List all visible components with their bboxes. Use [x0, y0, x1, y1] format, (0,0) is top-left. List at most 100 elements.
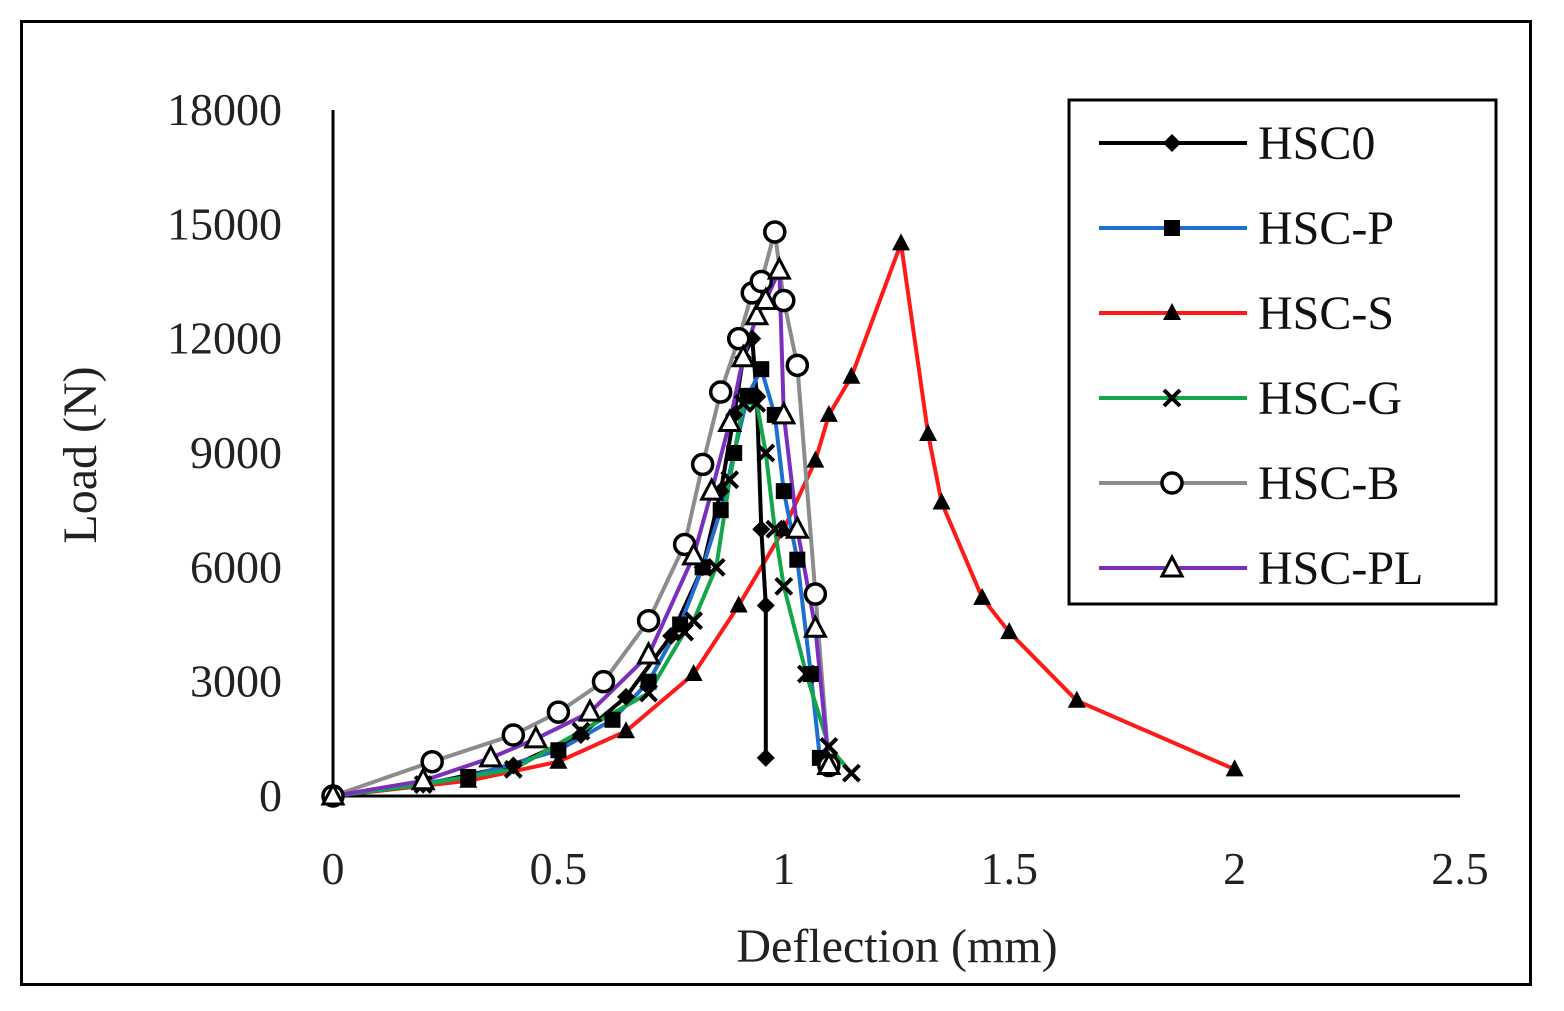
data-point-hsc0 — [752, 520, 771, 539]
data-point-hsc-pl — [816, 751, 842, 776]
data-point-hsc0 — [756, 596, 775, 615]
data-point-hsc-pl — [681, 541, 707, 566]
x-tick-label: 1 — [772, 843, 795, 894]
series-markers — [320, 220, 1244, 808]
y-tick-label: 6000 — [190, 541, 282, 592]
data-point-hsc-s — [819, 404, 838, 422]
data-point-hsc-pl — [410, 766, 436, 791]
legend-label-hsc-p: HSC-P — [1258, 202, 1394, 255]
data-point-hsc-b — [708, 380, 733, 404]
data-point-hsc-s — [919, 423, 938, 441]
legend-label-hsc-pl: HSC-PL — [1258, 542, 1423, 595]
data-point-hsc-s — [806, 450, 825, 468]
x-tick-label: 1.5 — [980, 843, 1038, 894]
legend-marker-hsc-b — [1160, 471, 1184, 495]
data-point-hsc-b — [772, 288, 796, 313]
data-point-hsc-g — [756, 443, 776, 463]
y-tick-label: 0 — [259, 770, 282, 821]
data-point-hsc-pl — [766, 255, 792, 280]
data-point-hsc-pl — [478, 743, 504, 768]
y-axis-title: Load (N) — [54, 366, 107, 543]
data-point-hsc0 — [617, 687, 636, 706]
data-point-hsc-b — [546, 700, 571, 724]
x-tick-label: 2.5 — [1431, 843, 1489, 894]
data-point-hsc-g — [720, 470, 740, 490]
legend-box — [1067, 98, 1498, 606]
data-point-hsc-s — [842, 366, 861, 384]
data-point-hsc-s — [549, 751, 568, 769]
data-point-hsc-s — [932, 492, 951, 510]
data-point-hsc-b — [501, 723, 526, 747]
data-point-hsc-p — [604, 711, 621, 728]
legend-item-hsc0: HSC0 — [1099, 117, 1375, 170]
data-point-hsc-p — [726, 445, 743, 461]
data-point-hsc-s — [892, 233, 911, 251]
data-point-hsc-s — [1000, 622, 1019, 640]
data-point-hsc-p — [789, 551, 806, 568]
x-tick-label: 0 — [322, 843, 345, 894]
data-point-hsc-b — [726, 326, 751, 351]
data-point-hsc-b — [591, 669, 616, 694]
legend-label-hsc-s: HSC-S — [1258, 287, 1394, 340]
data-point-hsc-b — [763, 220, 787, 244]
data-point-hsc-g — [747, 394, 767, 413]
data-point-hsc-pl — [699, 476, 725, 501]
data-point-hsc-s — [684, 664, 703, 682]
data-point-hsc-g — [503, 759, 523, 779]
legend: HSC0 HSC-P HSC-S HSC-G HSC-B HSC-PL — [1067, 98, 1498, 606]
data-point-hsc0 — [571, 726, 590, 745]
data-point-hsc-pl — [784, 515, 810, 539]
data-point-hsc-g — [639, 683, 658, 703]
axes — [331, 110, 1460, 798]
data-point-hsc-pl — [753, 286, 779, 311]
data-point-hsc-g — [684, 611, 704, 631]
legend-marker-hsc-p — [1164, 220, 1180, 236]
data-point-hsc-pl — [523, 724, 549, 749]
data-point-hsc-g — [819, 737, 839, 756]
y-tick-label: 9000 — [190, 427, 282, 478]
data-point-hsc-s — [973, 587, 992, 605]
data-point-hsc-p — [640, 673, 657, 690]
data-point-hsc-g — [774, 576, 794, 596]
data-point-hsc0 — [756, 748, 775, 767]
data-point-hsc-s — [1225, 759, 1244, 777]
series-line-hsc-g — [332, 401, 853, 798]
data-point-hsc-p — [775, 483, 792, 500]
data-point-hsc-pl — [744, 301, 770, 326]
data-point-hsc-p — [672, 616, 689, 633]
data-point-hsc-b — [785, 353, 810, 378]
x-tick-label: 2 — [1223, 843, 1246, 894]
x-axis-title: Deflection (mm) — [736, 920, 1057, 973]
legend-label-hsc-b: HSC-B — [1258, 457, 1399, 510]
legend-marker-hsc-s — [1163, 303, 1181, 320]
legend-marker-hsc-pl — [1159, 553, 1185, 578]
data-point-hsc-p — [712, 502, 729, 519]
legend-label-hsc-g: HSC-G — [1258, 372, 1402, 425]
data-point-hsc-b — [749, 269, 774, 294]
data-point-hsc-s — [729, 595, 748, 613]
y-tick-label: 3000 — [190, 656, 282, 707]
data-point-hsc-g — [571, 721, 591, 741]
data-point-hsc0 — [504, 756, 523, 775]
data-point-hsc-pl — [636, 640, 662, 665]
data-point-hsc-pl — [577, 697, 603, 722]
y-tick-label: 15000 — [167, 198, 282, 249]
data-point-hsc-b — [420, 749, 444, 774]
data-point-hsc-pl — [717, 408, 743, 433]
legend-item-hsc-g: HSC-G — [1099, 372, 1402, 425]
legend-label-hsc0: HSC0 — [1258, 117, 1375, 170]
data-point-hsc-s — [617, 721, 636, 739]
data-point-hsc-b — [636, 608, 661, 633]
x-tick-labels: 0 0.5 1 1.5 2 2.5 — [322, 843, 1489, 894]
data-point-hsc-s — [1067, 690, 1086, 708]
legend-item-hsc-pl: HSC-PL — [1099, 542, 1423, 595]
data-point-hsc-p — [753, 361, 770, 378]
y-tick-label: 18000 — [167, 84, 282, 135]
data-point-hsc-pl — [320, 781, 346, 806]
data-point-hsc-pl — [730, 343, 756, 368]
data-point-hsc-p — [460, 768, 477, 785]
data-point-hsc-p — [550, 742, 567, 759]
data-point-hsc-g — [733, 394, 753, 413]
legend-marker-hsc0 — [1163, 134, 1181, 152]
